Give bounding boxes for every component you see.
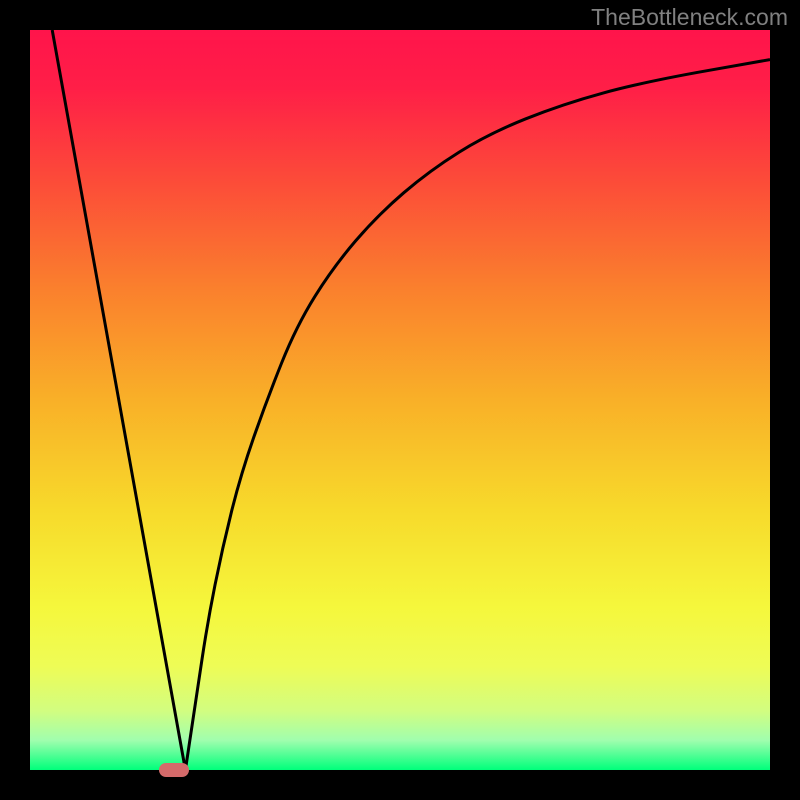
- optimum-marker: [159, 763, 189, 777]
- curve-layer: [30, 30, 770, 770]
- plot-area: [30, 30, 770, 770]
- watermark-text: TheBottleneck.com: [591, 4, 788, 31]
- bottleneck-curve: [52, 30, 770, 770]
- chart-container: TheBottleneck.com: [0, 0, 800, 800]
